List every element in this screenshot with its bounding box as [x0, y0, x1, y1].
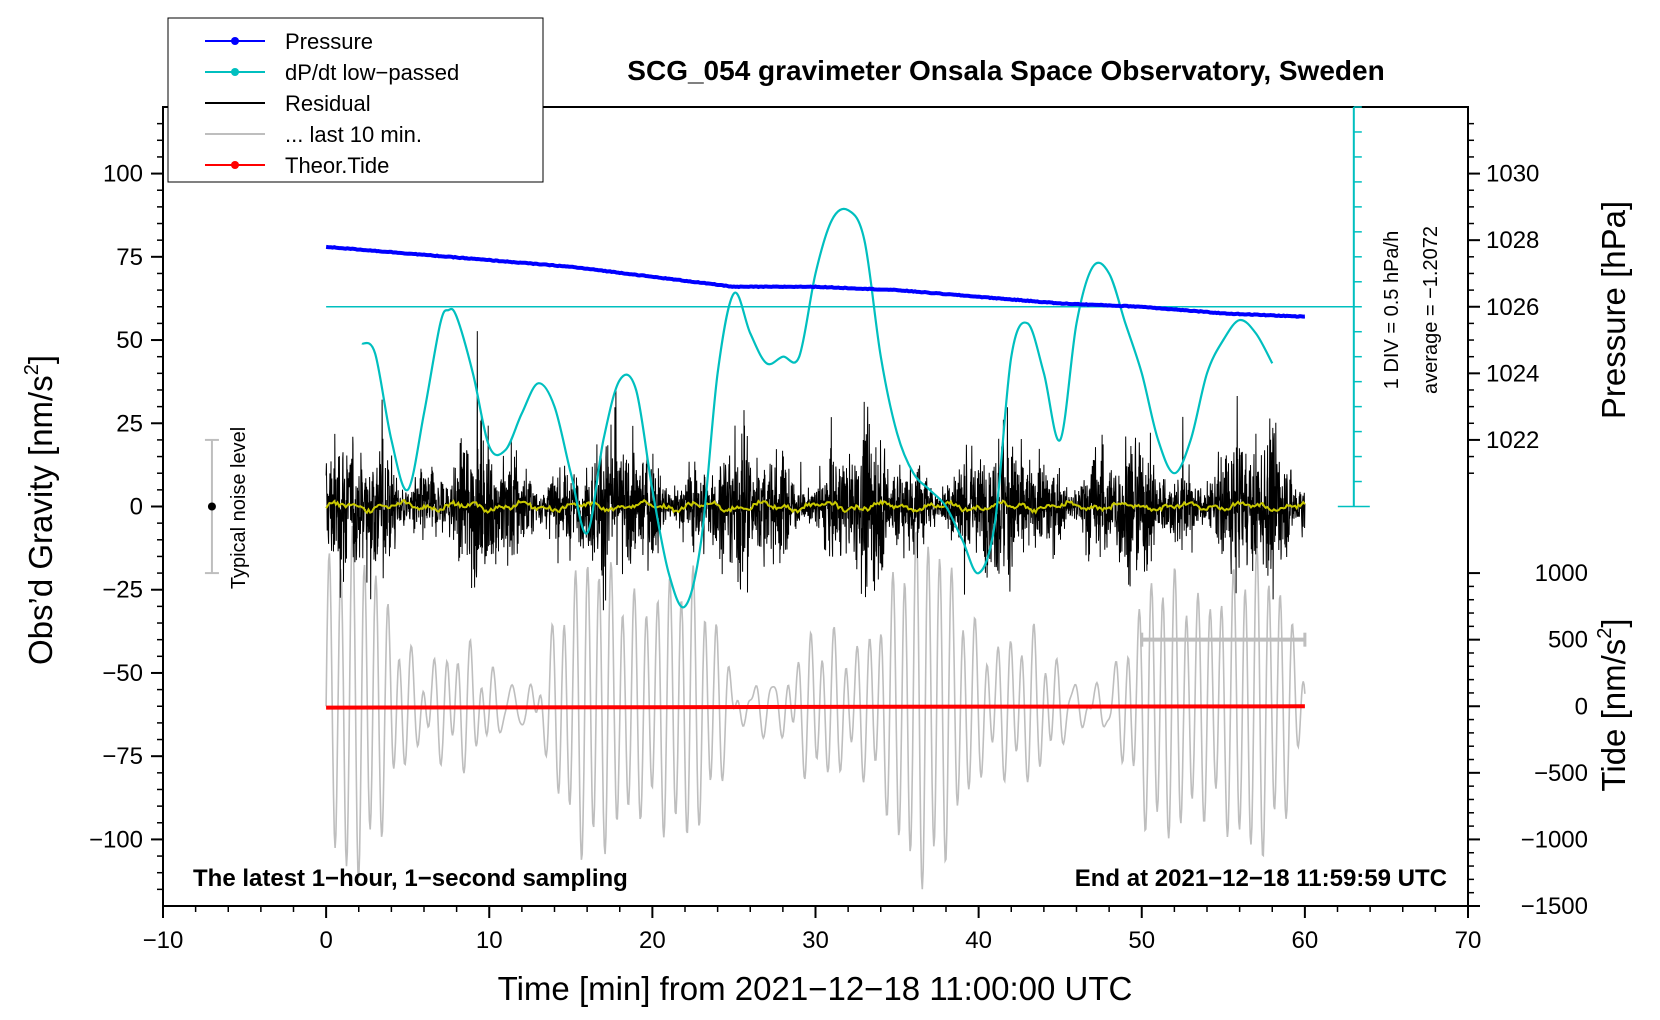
tide-tick-label: −1000 [1521, 826, 1588, 853]
legend-label: Theor.Tide [285, 153, 389, 178]
y-left-tick-label: 75 [116, 244, 143, 271]
x-tick-label: 0 [319, 927, 332, 954]
pressure-tick-label: 1022 [1486, 427, 1539, 454]
y-left-tick-label: −75 [102, 743, 143, 770]
y-left-tick-label: −100 [89, 826, 143, 853]
tide-curve [326, 704, 1305, 710]
legend-label: dP/dt low−passed [285, 60, 459, 85]
axis-tick-labels: −10 0 10 20 30 40 50 60 701007550250−25−50−75−10… [89, 161, 1588, 954]
legend-label: Pressure [285, 29, 373, 54]
legend-label: Residual [285, 91, 371, 116]
annotation-latest-hour: The latest 1−hour, 1−second sampling [193, 865, 628, 892]
noise-bar-center-dot [207, 502, 216, 511]
last-10-min-series [325, 525, 1306, 890]
y-left-tick-label: −50 [102, 660, 143, 687]
legend: Pressure dP/dt low−passed Residual ... last… [167, 17, 544, 183]
axis-ticks [151, 122, 1480, 918]
y-axis-left-title-main: Obs’d Gravity [nm/s [22, 375, 59, 665]
dpdt-curve [361, 207, 1274, 609]
y-left-tick-label: −25 [102, 577, 143, 604]
legend-label: ... last 10 min. [285, 122, 422, 147]
legend-swatch-marker [231, 37, 239, 45]
dpdt-scale-bar [1337, 106, 1370, 508]
y-axis-left-title-end: ] [22, 355, 59, 364]
y-left-tick-label: 0 [130, 494, 143, 521]
dpdt-series [361, 207, 1274, 609]
pressure-curve [325, 244, 1306, 319]
x-tick-label: 10 [476, 927, 503, 954]
last-10-min-trace [325, 525, 1306, 890]
x-tick-label: 30 [802, 927, 829, 954]
legend-item: ... last 10 min. [205, 122, 422, 147]
tide-tick-label: −1500 [1521, 893, 1588, 920]
x-tick-label: 20 [639, 927, 666, 954]
residual-trace [325, 331, 1306, 611]
legend-item: Theor.Tide [205, 153, 389, 178]
x-tick-label: 50 [1128, 927, 1155, 954]
y-axis-left-title-sup: 2 [21, 364, 43, 375]
y-left-tick-label: 25 [116, 410, 143, 437]
scale-div-label: 1 DIV = 0.5 hPa/h [1381, 231, 1403, 389]
legend-item: Pressure [205, 29, 373, 54]
residual-smoothed-series [325, 498, 1306, 515]
average-label: average = −1.2072 [1420, 226, 1442, 394]
y-axis-tide-title-main: Tide [nm/s [1595, 639, 1632, 792]
legend-items: Pressure dP/dt low−passed Residual ... last… [205, 29, 459, 178]
tide-series [326, 704, 1305, 710]
chart-title: SCG_054 gravimeter Onsala Space Observat… [627, 55, 1384, 86]
legend-swatch-marker [231, 161, 239, 169]
x-tick-label: 60 [1292, 927, 1319, 954]
y-left-tick-label: 100 [103, 161, 143, 188]
x-tick-label: 40 [965, 927, 992, 954]
pressure-tick-label: 1030 [1486, 161, 1539, 188]
x-tick-label: −10 [143, 927, 184, 954]
tide-tick-label: 500 [1548, 627, 1588, 654]
tide-tick-label: 1000 [1535, 560, 1588, 587]
tide-tick-label: 0 [1575, 693, 1588, 720]
legend-box [167, 17, 544, 183]
y-axis-left-title: Obs’d Gravity [nm/s2] [21, 355, 59, 665]
residual-series [325, 331, 1306, 611]
pressure-tick-label: 1026 [1486, 294, 1539, 321]
x-axis-title: Time [min] from 2021−12−18 11:00:00 UTC [498, 970, 1133, 1007]
pressure-tick-label: 1024 [1486, 360, 1539, 387]
legend-item: dP/dt low−passed [205, 60, 459, 85]
legend-item: Residual [205, 91, 371, 116]
noise-level-label: Typical noise level [228, 427, 250, 589]
tide-tick-label: −500 [1534, 760, 1588, 787]
y-axis-tide-title-end: ] [1595, 618, 1632, 627]
residual-smoothed-trace [325, 498, 1306, 515]
annotation-end-time: End at 2021−12−18 11:59:59 UTC [1075, 865, 1447, 892]
y-left-tick-label: 50 [116, 327, 143, 354]
y-axis-tide-title-sup: 2 [1594, 628, 1616, 639]
x-tick-label: 70 [1455, 927, 1482, 954]
y-axis-tide-title: Tide [nm/s2] [1594, 618, 1632, 791]
pressure-series [325, 244, 1306, 319]
y-axis-pressure-title: Pressure [hPa] [1595, 201, 1632, 419]
chart-markers [204, 438, 1307, 647]
pressure-tick-label: 1028 [1486, 227, 1539, 254]
legend-swatch-marker [231, 68, 239, 76]
